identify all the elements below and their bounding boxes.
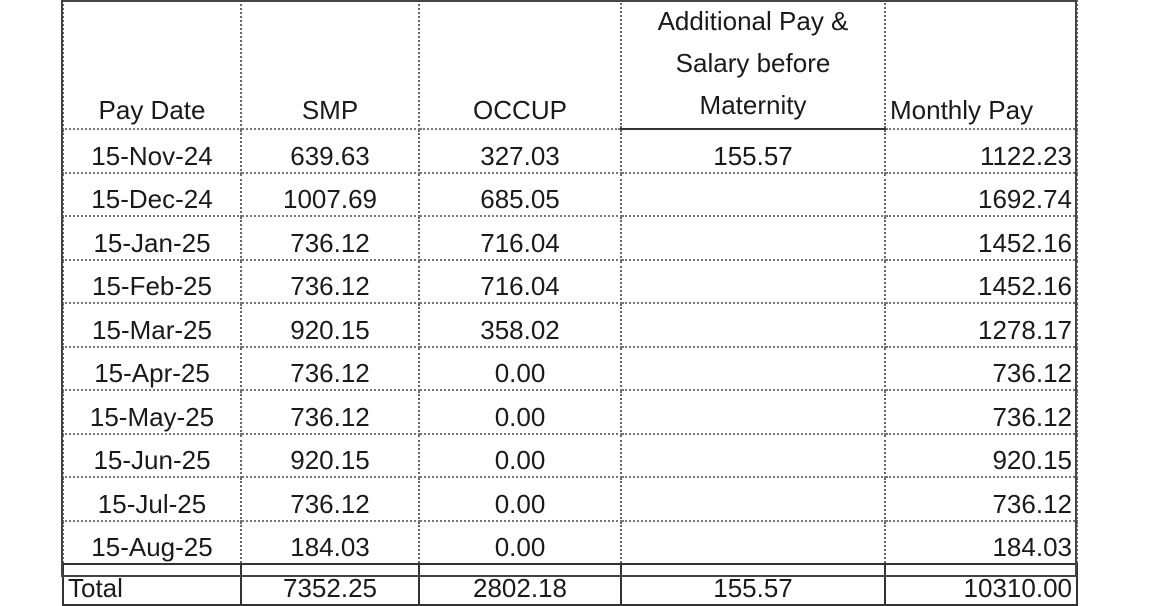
header-additional-pay: Additional Pay & Salary before Maternity xyxy=(620,0,886,130)
cell-monthly-pay: 736.12 xyxy=(884,390,1078,435)
cell-additional-pay xyxy=(620,520,886,565)
cell-occup: 0.00 xyxy=(418,433,622,478)
table-row: 15-Jul-25 736.12 0.00 736.12 xyxy=(62,477,1078,522)
cell-smp: 1007.69 xyxy=(240,172,420,217)
header-smp: SMP xyxy=(240,0,420,130)
cell-pay-date: 15-Apr-25 xyxy=(62,346,242,391)
table-row: 15-Jun-25 920.15 0.00 920.15 xyxy=(62,433,1078,478)
cell-smp: 736.12 xyxy=(240,477,420,522)
table-row: 15-Aug-25 184.03 0.00 184.03 xyxy=(62,520,1078,565)
total-monthly-pay: 10310.00 xyxy=(884,563,1078,606)
cell-monthly-pay: 736.12 xyxy=(884,477,1078,522)
cell-occup: 0.00 xyxy=(418,390,622,435)
total-smp: 7352.25 xyxy=(240,563,420,606)
cell-monthly-pay: 1452.16 xyxy=(884,259,1078,304)
cell-additional-pay: 155.57 xyxy=(620,129,886,174)
total-occup: 2802.18 xyxy=(418,563,622,606)
cell-smp: 736.12 xyxy=(240,346,420,391)
cell-additional-pay xyxy=(620,477,886,522)
header-monthly-pay: Monthly Pay xyxy=(884,0,1078,130)
cell-pay-date: 15-May-25 xyxy=(62,390,242,435)
cell-pay-date: 15-Jul-25 xyxy=(62,477,242,522)
total-label: Total xyxy=(62,563,242,606)
total-row: Total 7352.25 2802.18 155.57 10310.00 xyxy=(62,563,1078,606)
cell-smp: 736.12 xyxy=(240,259,420,304)
cell-pay-date: 15-Jun-25 xyxy=(62,433,242,478)
cell-occup: 0.00 xyxy=(418,477,622,522)
cell-monthly-pay: 1278.17 xyxy=(884,303,1078,348)
cell-pay-date: 15-Aug-25 xyxy=(62,520,242,565)
cell-additional-pay xyxy=(620,303,886,348)
cell-occup: 0.00 xyxy=(418,346,622,391)
table-row: 15-Feb-25 736.12 716.04 1452.16 xyxy=(62,259,1078,304)
cell-pay-date: 15-Mar-25 xyxy=(62,303,242,348)
cell-occup: 327.03 xyxy=(418,129,622,174)
cell-occup: 358.02 xyxy=(418,303,622,348)
cell-additional-pay xyxy=(620,259,886,304)
cell-monthly-pay: 184.03 xyxy=(884,520,1078,565)
table-row: 15-Nov-24 639.63 327.03 155.57 1122.23 xyxy=(62,129,1078,174)
cell-monthly-pay: 920.15 xyxy=(884,433,1078,478)
cell-monthly-pay: 1122.23 xyxy=(884,129,1078,174)
cell-smp: 920.15 xyxy=(240,303,420,348)
cell-smp: 920.15 xyxy=(240,433,420,478)
cell-smp: 736.12 xyxy=(240,216,420,261)
total-additional-pay: 155.57 xyxy=(620,563,886,606)
cell-occup: 0.00 xyxy=(418,520,622,565)
cell-pay-date: 15-Jan-25 xyxy=(62,216,242,261)
table-row: 15-May-25 736.12 0.00 736.12 xyxy=(62,390,1078,435)
cell-additional-pay xyxy=(620,346,886,391)
cell-pay-date: 15-Dec-24 xyxy=(62,172,242,217)
cell-pay-date: 15-Feb-25 xyxy=(62,259,242,304)
pay-table: Pay Date SMP OCCUP Additional Pay & Sala… xyxy=(62,0,1078,606)
cell-additional-pay xyxy=(620,433,886,478)
table-row: 15-Jan-25 736.12 716.04 1452.16 xyxy=(62,216,1078,261)
header-occup: OCCUP xyxy=(418,0,622,130)
cell-monthly-pay: 736.12 xyxy=(884,346,1078,391)
cell-additional-pay xyxy=(620,216,886,261)
cell-additional-pay xyxy=(620,390,886,435)
cell-smp: 736.12 xyxy=(240,390,420,435)
cell-occup: 716.04 xyxy=(418,259,622,304)
cell-monthly-pay: 1692.74 xyxy=(884,172,1078,217)
table-row: 15-Apr-25 736.12 0.00 736.12 xyxy=(62,346,1078,391)
cell-smp: 639.63 xyxy=(240,129,420,174)
cell-additional-pay xyxy=(620,172,886,217)
table-row: 15-Mar-25 920.15 358.02 1278.17 xyxy=(62,303,1078,348)
cell-smp: 184.03 xyxy=(240,520,420,565)
header-pay-date: Pay Date xyxy=(62,0,242,130)
cell-pay-date: 15-Nov-24 xyxy=(62,129,242,174)
cell-monthly-pay: 1452.16 xyxy=(884,216,1078,261)
header-row: Pay Date SMP OCCUP Additional Pay & Sala… xyxy=(62,0,1078,130)
cell-occup: 685.05 xyxy=(418,172,622,217)
table-row: 15-Dec-24 1007.69 685.05 1692.74 xyxy=(62,172,1078,217)
cell-occup: 716.04 xyxy=(418,216,622,261)
